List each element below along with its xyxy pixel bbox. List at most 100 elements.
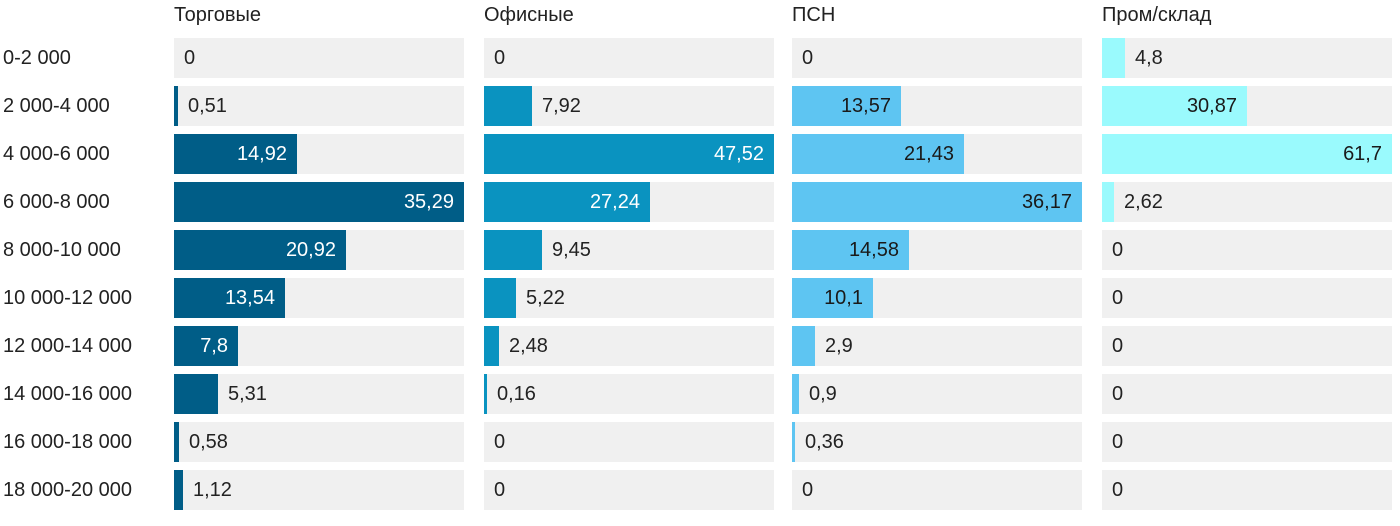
data-label: 35,29 [403,191,454,213]
bar [174,86,178,126]
data-label: 0,16 [497,383,536,405]
data-label: 0,36 [805,431,844,453]
bar [484,374,487,414]
bar-track: 14,58 [792,230,1082,270]
bar-track: 35,29 [174,182,464,222]
bar [484,230,542,270]
bar-track: 0 [1102,278,1392,318]
series-title: ПСН [792,4,836,26]
bar-track: 4,8 [1102,38,1392,78]
data-label: 2,9 [825,335,853,357]
data-label: 0 [1112,239,1124,261]
bar-track: 61,7 [1102,134,1392,174]
data-label: 7,92 [542,95,581,117]
series-title: Торговые [174,4,262,26]
bar [1102,134,1392,174]
category-label: 0-2 000 [3,47,71,69]
bar [792,278,873,318]
bar [792,230,909,270]
bar [174,278,285,318]
bar-track: 0 [174,38,464,78]
bar-track: 0 [792,470,1082,510]
data-label: 5,31 [228,383,267,405]
data-label: 10,1 [824,287,863,309]
bar-track: 0 [484,422,774,462]
series-title: Пром/склад [1102,4,1212,26]
data-label: 36,17 [1021,191,1072,213]
category-label: 18 000-20 000 [3,479,133,501]
bar [174,134,297,174]
bar-track: 36,17 [792,182,1082,222]
data-label: 5,22 [526,287,565,309]
bar [1102,38,1125,78]
bar-track: 0,51 [174,86,464,126]
data-label: 0,9 [809,383,837,405]
bar-track: 30,87 [1102,86,1392,126]
category-label: 8 000-10 000 [3,239,121,261]
category-label: 4 000-6 000 [3,143,110,165]
bar [792,374,799,414]
category-label: 10 000-12 000 [3,287,133,309]
bar-track: 7,92 [484,86,774,126]
bar [174,470,183,510]
bar-track: 0 [1102,230,1392,270]
data-label: 0 [1112,431,1124,453]
bar [484,182,650,222]
bar-track: 5,31 [174,374,464,414]
series-title: Офисные [484,4,574,26]
data-label: 2,48 [509,335,548,357]
data-label: 0 [802,479,814,501]
bar [174,374,218,414]
data-label: 1,12 [193,479,232,501]
category-label: 6 000-8 000 [3,191,110,213]
category-label: 12 000-14 000 [3,335,133,357]
bar-track: 20,92 [174,230,464,270]
bar-track: 0 [1102,326,1392,366]
bar-track: 47,52 [484,134,774,174]
bar-track: 13,54 [174,278,464,318]
bar [174,182,464,222]
data-label: 0 [802,47,814,69]
data-label: 0,51 [188,95,227,117]
data-label: 0 [494,47,506,69]
bar-track: 2,62 [1102,182,1392,222]
bar [174,326,238,366]
data-label: 0 [184,47,196,69]
bar-track: 0,36 [792,422,1082,462]
bar [484,134,774,174]
data-label: 0 [494,479,506,501]
bar [174,230,346,270]
data-label: 13,54 [224,287,275,309]
bar-track: 2,48 [484,326,774,366]
data-label: 7,8 [200,335,228,357]
bar-track: 1,12 [174,470,464,510]
data-label: 0 [1112,383,1124,405]
bar-track: 0 [792,38,1082,78]
bar [792,422,795,462]
category-label: 16 000-18 000 [3,431,133,453]
data-label: 27,24 [589,191,640,213]
data-label: 21,43 [903,143,954,165]
bar [792,326,815,366]
bar [792,86,901,126]
bar-track: 2,9 [792,326,1082,366]
bar-track: 27,24 [484,182,774,222]
bar-track: 0 [484,470,774,510]
bar [1102,182,1114,222]
data-label: 0 [1112,479,1124,501]
bar-track: 0 [484,38,774,78]
data-label: 30,87 [1186,95,1237,117]
data-label: 14,92 [236,143,287,165]
bar-track: 9,45 [484,230,774,270]
bar-track: 0,16 [484,374,774,414]
data-label: 0 [1112,335,1124,357]
data-label: 13,57 [840,95,891,117]
bar [792,134,964,174]
data-label: 14,58 [848,239,899,261]
data-label: 47,52 [713,143,764,165]
category-label: 14 000-16 000 [3,383,133,405]
data-label: 4,8 [1135,47,1163,69]
bar-track: 14,92 [174,134,464,174]
bar-track: 0 [1102,374,1392,414]
